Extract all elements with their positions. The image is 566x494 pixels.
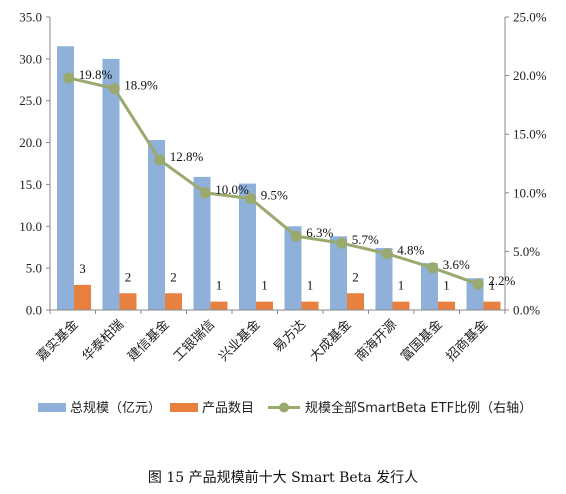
bar-count-4 <box>256 301 273 310</box>
bars-layer <box>57 46 501 311</box>
ratio-point-9 <box>472 278 484 290</box>
right-tick-label-2: 10.0% <box>513 185 547 200</box>
bar-count-2 <box>165 293 182 310</box>
ratio-label-4: 9.5% <box>261 188 288 203</box>
ratio-label-6: 5.7% <box>352 232 379 247</box>
bar-count-1 <box>119 293 137 310</box>
bar-count-8 <box>438 301 455 310</box>
ratio-label-3: 10.0% <box>215 182 249 197</box>
category-label-4: 兴业基金 <box>215 317 263 365</box>
ratio-point-5 <box>290 230 302 242</box>
left-tick-label-3: 15.0 <box>19 177 42 192</box>
right-tick-label-4: 20.0% <box>513 68 547 83</box>
category-label-3: 工银瑞信 <box>171 317 218 364</box>
bar-total-5 <box>284 226 302 310</box>
legend-label-total-scale: 总规模（亿元） <box>70 401 161 416</box>
category-label-6: 大成基金 <box>306 317 354 365</box>
ratio-point-1 <box>108 82 120 94</box>
count-label-7: 1 <box>398 278 405 293</box>
line-layer <box>63 72 484 290</box>
ratio-point-0 <box>63 72 75 84</box>
legend: 总规模（亿元） 产品数目 规模全部SmartBeta ETF比例（右轴） <box>38 400 532 416</box>
category-label-5: 易方达 <box>270 317 309 356</box>
bar-count-7 <box>392 301 410 310</box>
category-label-9: 招商基金 <box>443 317 491 365</box>
category-label-1: 华泰柏瑞 <box>80 317 127 364</box>
bar-total-6 <box>330 236 347 310</box>
left-tick-label-1: 5.0 <box>26 261 42 276</box>
legend-swatch-product-count <box>170 403 198 412</box>
count-label-4: 1 <box>261 278 268 293</box>
ratio-line <box>68 76 479 286</box>
count-label-8: 1 <box>443 278 450 293</box>
left-tick-label-2: 10.0 <box>19 219 42 234</box>
bar-count-9 <box>483 301 501 310</box>
bar-total-1 <box>102 58 120 310</box>
count-label-1: 2 <box>125 269 132 284</box>
left-tick-label-4: 20.0 <box>19 135 42 150</box>
legend-label-ratio: 规模全部SmartBeta ETF比例（右轴） <box>305 400 532 416</box>
legend-label-product-count: 产品数目 <box>202 401 254 416</box>
bar-count-5 <box>301 301 319 310</box>
bar-count-6 <box>347 293 364 310</box>
figure-caption: 图 15 产品规模前十大 Smart Beta 发行人 <box>148 469 418 486</box>
count-label-0: 3 <box>79 261 86 276</box>
axes-layer: 0.0 5.0 10.0 15.0 20.0 25.0 30.0 35.0 0.0% 5.0% 10… <box>19 10 547 318</box>
right-tick-label-0: 0.0% <box>513 303 540 318</box>
category-label-8: 富国基金 <box>397 317 445 365</box>
ratio-label-0: 19.8% <box>79 67 113 82</box>
bar-total-0 <box>57 46 74 311</box>
right-tick-label-5: 25.0% <box>513 10 547 25</box>
ratio-point-3 <box>199 187 211 199</box>
right-tick-label-3: 15.0% <box>513 127 547 142</box>
ratio-label-2: 12.8% <box>170 149 204 164</box>
left-tick-label-0: 0.0 <box>26 303 42 318</box>
left-tick-label-7: 35.0 <box>19 10 42 25</box>
category-label-7: 南海开源 <box>352 317 400 365</box>
count-label-9: 1 <box>489 278 496 293</box>
category-label-2: 建信基金 <box>124 317 172 365</box>
ratio-label-1: 18.9% <box>124 77 158 92</box>
count-label-6: 2 <box>352 269 359 284</box>
ratio-label-9: 2.2% <box>488 273 515 288</box>
count-label-5: 1 <box>307 278 314 293</box>
bar-total-4 <box>239 183 256 310</box>
bar-total-2 <box>148 140 165 310</box>
count-label-3: 1 <box>216 278 223 293</box>
ratio-point-4 <box>245 193 257 205</box>
bar-count-0 <box>74 284 91 310</box>
bar-total-8 <box>421 263 438 310</box>
category-label-0: 嘉实基金 <box>33 317 81 365</box>
ratio-point-7 <box>381 248 393 260</box>
bar-total-7 <box>375 248 393 310</box>
legend-swatch-ratio-marker <box>279 402 289 413</box>
ratio-label-5: 6.3% <box>306 225 333 240</box>
ratio-label-8: 3.6% <box>443 257 470 272</box>
left-tick-label-6: 30.0 <box>19 51 42 66</box>
ratio-point-6 <box>336 237 348 249</box>
ratio-point-2 <box>154 154 166 166</box>
ratio-point-8 <box>427 262 439 274</box>
bar-total-3 <box>193 176 211 310</box>
count-label-2: 2 <box>170 269 177 284</box>
right-tick-label-1: 5.0% <box>513 244 540 259</box>
ratio-label-7: 4.8% <box>397 243 424 258</box>
bar-count-3 <box>210 301 228 310</box>
left-tick-label-5: 25.0 <box>19 93 42 108</box>
legend-swatch-total-scale <box>38 403 66 412</box>
